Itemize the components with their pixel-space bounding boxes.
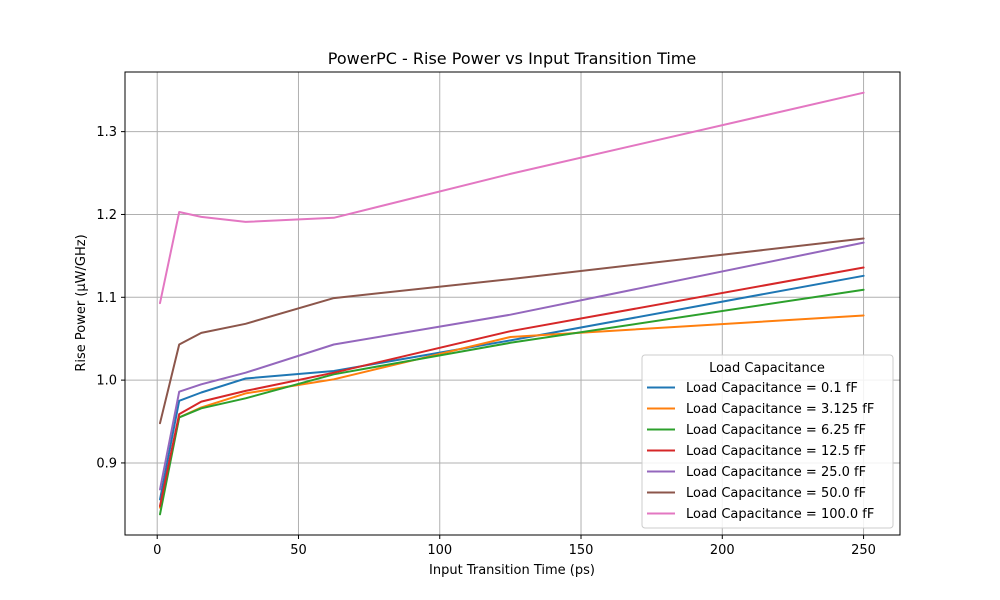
x-tick-label: 200 [710, 543, 735, 558]
y-tick-label: 0.9 [96, 456, 117, 471]
legend-entry-label: Load Capacitance = 100.0 fF [686, 507, 874, 522]
x-tick-label: 100 [427, 543, 452, 558]
legend: Load Capacitance Load Capacitance = 0.1 … [641, 354, 894, 529]
legend-box [641, 354, 894, 529]
legend-title: Load Capacitance [709, 361, 825, 376]
y-axis: 0.9 1.0 1.1 1.2 1.3 [96, 125, 125, 471]
legend-entry-label: Load Capacitance = 6.25 fF [686, 423, 866, 438]
x-tick-label: 50 [290, 543, 307, 558]
x-axis-label: Input Transition Time (ps) [429, 563, 595, 578]
series-line [159, 237, 865, 425]
y-axis-label: Rise Power (µW/GHz) [74, 234, 89, 371]
series-line [159, 241, 865, 491]
series-line [159, 266, 865, 507]
series-line [159, 91, 865, 305]
series-line [159, 274, 865, 501]
x-tick-label: 0 [153, 543, 161, 558]
legend-entry-label: Load Capacitance = 25.0 fF [686, 465, 866, 480]
legend-entry-label: Load Capacitance = 12.5 fF [686, 444, 866, 459]
y-tick-label: 1.3 [96, 125, 117, 140]
legend-entry-label: Load Capacitance = 50.0 fF [686, 486, 866, 501]
x-tick-label: 250 [851, 543, 876, 558]
legend-entry-label: Load Capacitance = 0.1 fF [686, 381, 858, 396]
y-tick-label: 1.0 [96, 374, 117, 389]
chart-title: PowerPC - Rise Power vs Input Transition… [328, 49, 696, 68]
series-lines [159, 91, 865, 516]
x-axis: 0 50 100 150 200 250 [153, 535, 876, 558]
legend-entry-label: Load Capacitance = 3.125 fF [686, 402, 874, 417]
y-tick-label: 1.1 [96, 291, 117, 306]
plot-frame [124, 71, 901, 536]
x-tick-label: 150 [569, 543, 594, 558]
y-tick-label: 1.2 [96, 208, 117, 223]
